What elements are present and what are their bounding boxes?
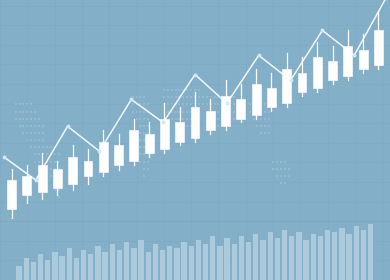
Bar	[354, 226, 359, 280]
Bar	[88, 254, 94, 280]
Bar	[298, 73, 307, 92]
Bar	[38, 165, 46, 192]
Bar	[45, 260, 50, 280]
Bar	[189, 246, 194, 280]
Bar	[131, 248, 136, 280]
Bar	[225, 238, 230, 280]
Bar	[303, 240, 309, 280]
Bar	[117, 250, 122, 280]
Bar	[217, 246, 223, 280]
Bar	[310, 234, 316, 280]
Bar	[145, 134, 154, 153]
Bar	[359, 50, 368, 69]
Bar	[38, 254, 43, 280]
Bar	[261, 240, 266, 280]
Bar	[296, 232, 301, 280]
Bar	[344, 46, 352, 76]
Bar	[16, 266, 22, 280]
Bar	[23, 258, 29, 280]
Bar	[153, 244, 158, 280]
Bar	[232, 244, 237, 280]
Bar	[236, 99, 245, 119]
Bar	[221, 95, 230, 126]
Bar	[252, 84, 261, 115]
Bar	[114, 146, 123, 165]
Bar	[239, 236, 244, 280]
Bar	[346, 234, 352, 280]
Bar	[138, 240, 144, 280]
Bar	[313, 57, 322, 88]
Bar	[253, 234, 259, 280]
Bar	[361, 230, 366, 280]
Bar	[22, 176, 31, 195]
Bar	[210, 236, 215, 280]
Bar	[282, 69, 291, 103]
Bar	[267, 88, 276, 107]
Bar	[81, 250, 86, 280]
Bar	[289, 236, 294, 280]
Bar	[175, 122, 184, 142]
Bar	[368, 224, 373, 280]
Bar	[328, 61, 337, 80]
Bar	[160, 119, 169, 149]
Bar	[339, 228, 345, 280]
Bar	[332, 232, 337, 280]
Bar	[7, 180, 16, 209]
Bar	[325, 230, 330, 280]
Bar	[59, 256, 65, 280]
Bar	[99, 142, 108, 172]
Bar	[53, 169, 62, 188]
Bar	[110, 244, 115, 280]
Bar	[74, 258, 79, 280]
Bar	[268, 232, 273, 280]
Bar	[124, 242, 129, 280]
Bar	[196, 240, 201, 280]
Bar	[282, 230, 287, 280]
Bar	[181, 242, 187, 280]
Bar	[160, 250, 165, 280]
Bar	[52, 252, 58, 280]
Bar	[95, 246, 101, 280]
Bar	[374, 31, 383, 65]
Bar	[83, 161, 92, 176]
Bar	[31, 262, 36, 280]
Bar	[167, 246, 172, 280]
Bar	[174, 248, 179, 280]
Bar	[203, 244, 208, 280]
Bar	[129, 130, 138, 161]
Bar	[103, 252, 108, 280]
Bar	[145, 252, 151, 280]
Bar	[318, 236, 323, 280]
Bar	[275, 238, 280, 280]
Bar	[191, 107, 199, 138]
Bar	[246, 242, 251, 280]
Bar	[206, 111, 215, 130]
Bar	[68, 157, 77, 184]
Bar	[67, 248, 72, 280]
